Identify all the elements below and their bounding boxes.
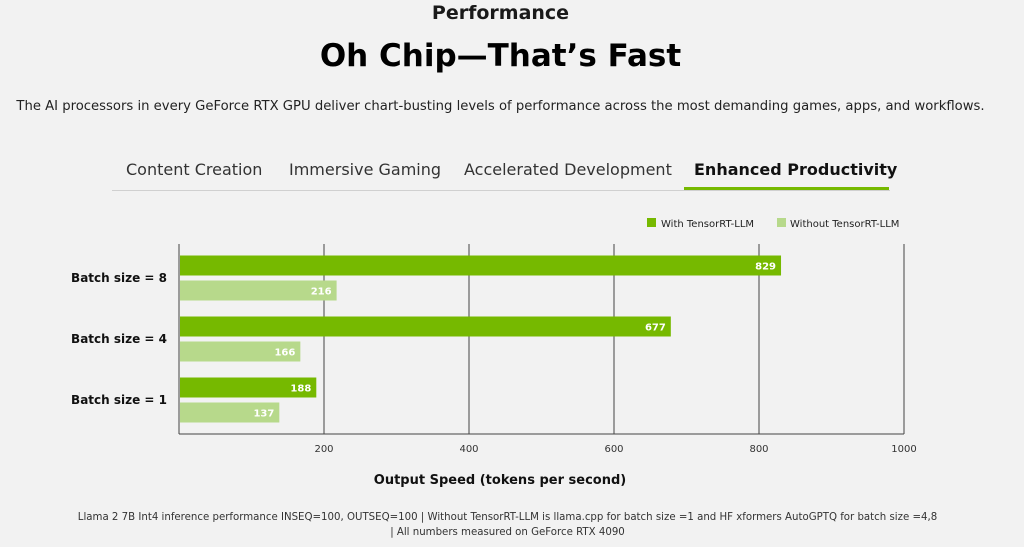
tab-immersive-gaming[interactable]: Immersive Gaming [289, 160, 442, 179]
x-tick-label: 400 [459, 444, 478, 455]
category-label: Batch size = 1 [71, 393, 167, 407]
category-tabs: Content Creation Immersive Gaming Accele… [112, 160, 897, 191]
legend-swatch-with [647, 218, 656, 227]
category-label: Batch size = 8 [71, 271, 167, 285]
bar-value-label: 677 [645, 323, 666, 334]
x-tick-label: 1000 [891, 444, 916, 455]
x-tick-label: 800 [749, 444, 768, 455]
tab-accelerated-development[interactable]: Accelerated Development [464, 160, 672, 179]
bar-without-tensorrt [180, 280, 337, 301]
category-label: Batch size = 4 [71, 332, 167, 346]
bar-with-tensorrt [180, 255, 782, 276]
active-tab-indicator [684, 187, 889, 190]
section-kicker: Performance [431, 2, 570, 24]
x-tick-label: 200 [314, 444, 333, 455]
legend-label-without: Without TensorRT-LLM [790, 219, 899, 230]
bar-value-label: 137 [253, 409, 274, 420]
bar-value-label: 188 [290, 384, 311, 395]
x-tick-label: 600 [604, 444, 623, 455]
bar-with-tensorrt [180, 377, 317, 398]
x-axis-label: Output Speed (tokens per second) [374, 473, 626, 488]
bar-value-label: 829 [755, 262, 776, 273]
bar-without-tensorrt [180, 341, 301, 362]
tab-content-creation[interactable]: Content Creation [126, 160, 263, 179]
intro-text: The AI processors in every GeForce RTX G… [16, 99, 985, 114]
footnote-line-1: Llama 2 7B Int4 inference performance IN… [77, 512, 938, 523]
page-title: Oh Chip—That’s Fast [319, 38, 682, 74]
bar-with-tensorrt [180, 316, 671, 337]
footnote-line-2: | All numbers measured on GeForce RTX 40… [390, 527, 625, 538]
footnote: Llama 2 7B Int4 inference performance IN… [0, 510, 1015, 540]
bar-without-tensorrt [180, 402, 280, 423]
tab-enhanced-productivity[interactable]: Enhanced Productivity [694, 160, 898, 179]
legend-label-with: With TensorRT-LLM [661, 219, 754, 230]
bar-value-label: 166 [274, 348, 295, 359]
bar-value-label: 216 [311, 287, 332, 298]
legend-swatch-without [777, 218, 786, 227]
